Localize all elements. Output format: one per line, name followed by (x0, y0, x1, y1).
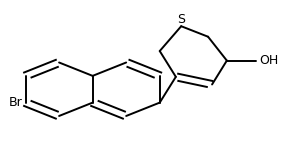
Text: Br: Br (9, 96, 23, 109)
Text: S: S (177, 13, 185, 26)
Text: OH: OH (259, 54, 278, 67)
